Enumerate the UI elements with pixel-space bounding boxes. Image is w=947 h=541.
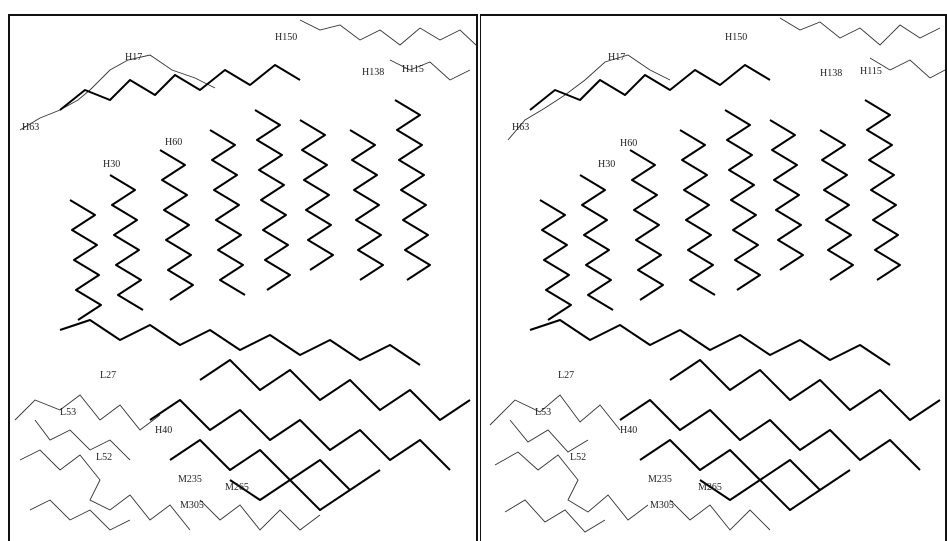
label-h30: H30	[103, 159, 120, 170]
label-m265: M265	[225, 482, 249, 493]
residue-labels-right: H150 H17 H138 H115 H63 H60 H30 L27 L53 L…	[512, 32, 882, 511]
panel-frame	[8, 14, 478, 541]
label-h63: H63	[22, 122, 39, 133]
label-m235: M235	[178, 474, 202, 485]
label-h138: H138	[362, 67, 384, 78]
thick-chains	[59, 64, 471, 511]
panel-frame	[480, 14, 947, 541]
label-h60: H60	[620, 138, 637, 149]
label-h63: H63	[512, 122, 529, 133]
protein-trace-left: H150 H17 H138 H115 H63 H60 H30 L27 L53 L…	[8, 14, 478, 541]
stereo-panel-left: H150 H17 H138 H115 H63 H60 H30 L27 L53 L…	[8, 14, 478, 541]
thin-chains	[14, 19, 477, 531]
label-h150: H150	[275, 32, 297, 43]
thin-chains	[489, 17, 946, 533]
label-l52: L52	[570, 452, 586, 463]
protein-trace-right: H150 H17 H138 H115 H63 H60 H30 L27 L53 L…	[480, 14, 947, 541]
label-h30: H30	[598, 159, 615, 170]
label-h40: H40	[620, 425, 637, 436]
label-l53: L53	[60, 407, 76, 418]
label-l27: L27	[558, 370, 574, 381]
label-l52: L52	[96, 452, 112, 463]
label-l53: L53	[535, 407, 551, 418]
label-h115: H115	[402, 64, 424, 75]
label-m235: M235	[648, 474, 672, 485]
stereo-panel-right: H150 H17 H138 H115 H63 H60 H30 L27 L53 L…	[480, 0, 947, 541]
label-h40: H40	[155, 425, 172, 436]
label-h115: H115	[860, 66, 882, 77]
label-h150: H150	[725, 32, 747, 43]
label-m265: M265	[698, 482, 722, 493]
label-l27: L27	[100, 370, 116, 381]
label-h17: H17	[125, 52, 142, 63]
label-m305: M305	[650, 500, 674, 511]
label-h60: H60	[165, 137, 182, 148]
label-m305: M305	[180, 500, 204, 511]
residue-labels-left: H150 H17 H138 H115 H63 H60 H30 L27 L53 L…	[22, 32, 424, 511]
thick-chains	[529, 64, 941, 511]
label-h17: H17	[608, 52, 625, 63]
label-h138: H138	[820, 68, 842, 79]
